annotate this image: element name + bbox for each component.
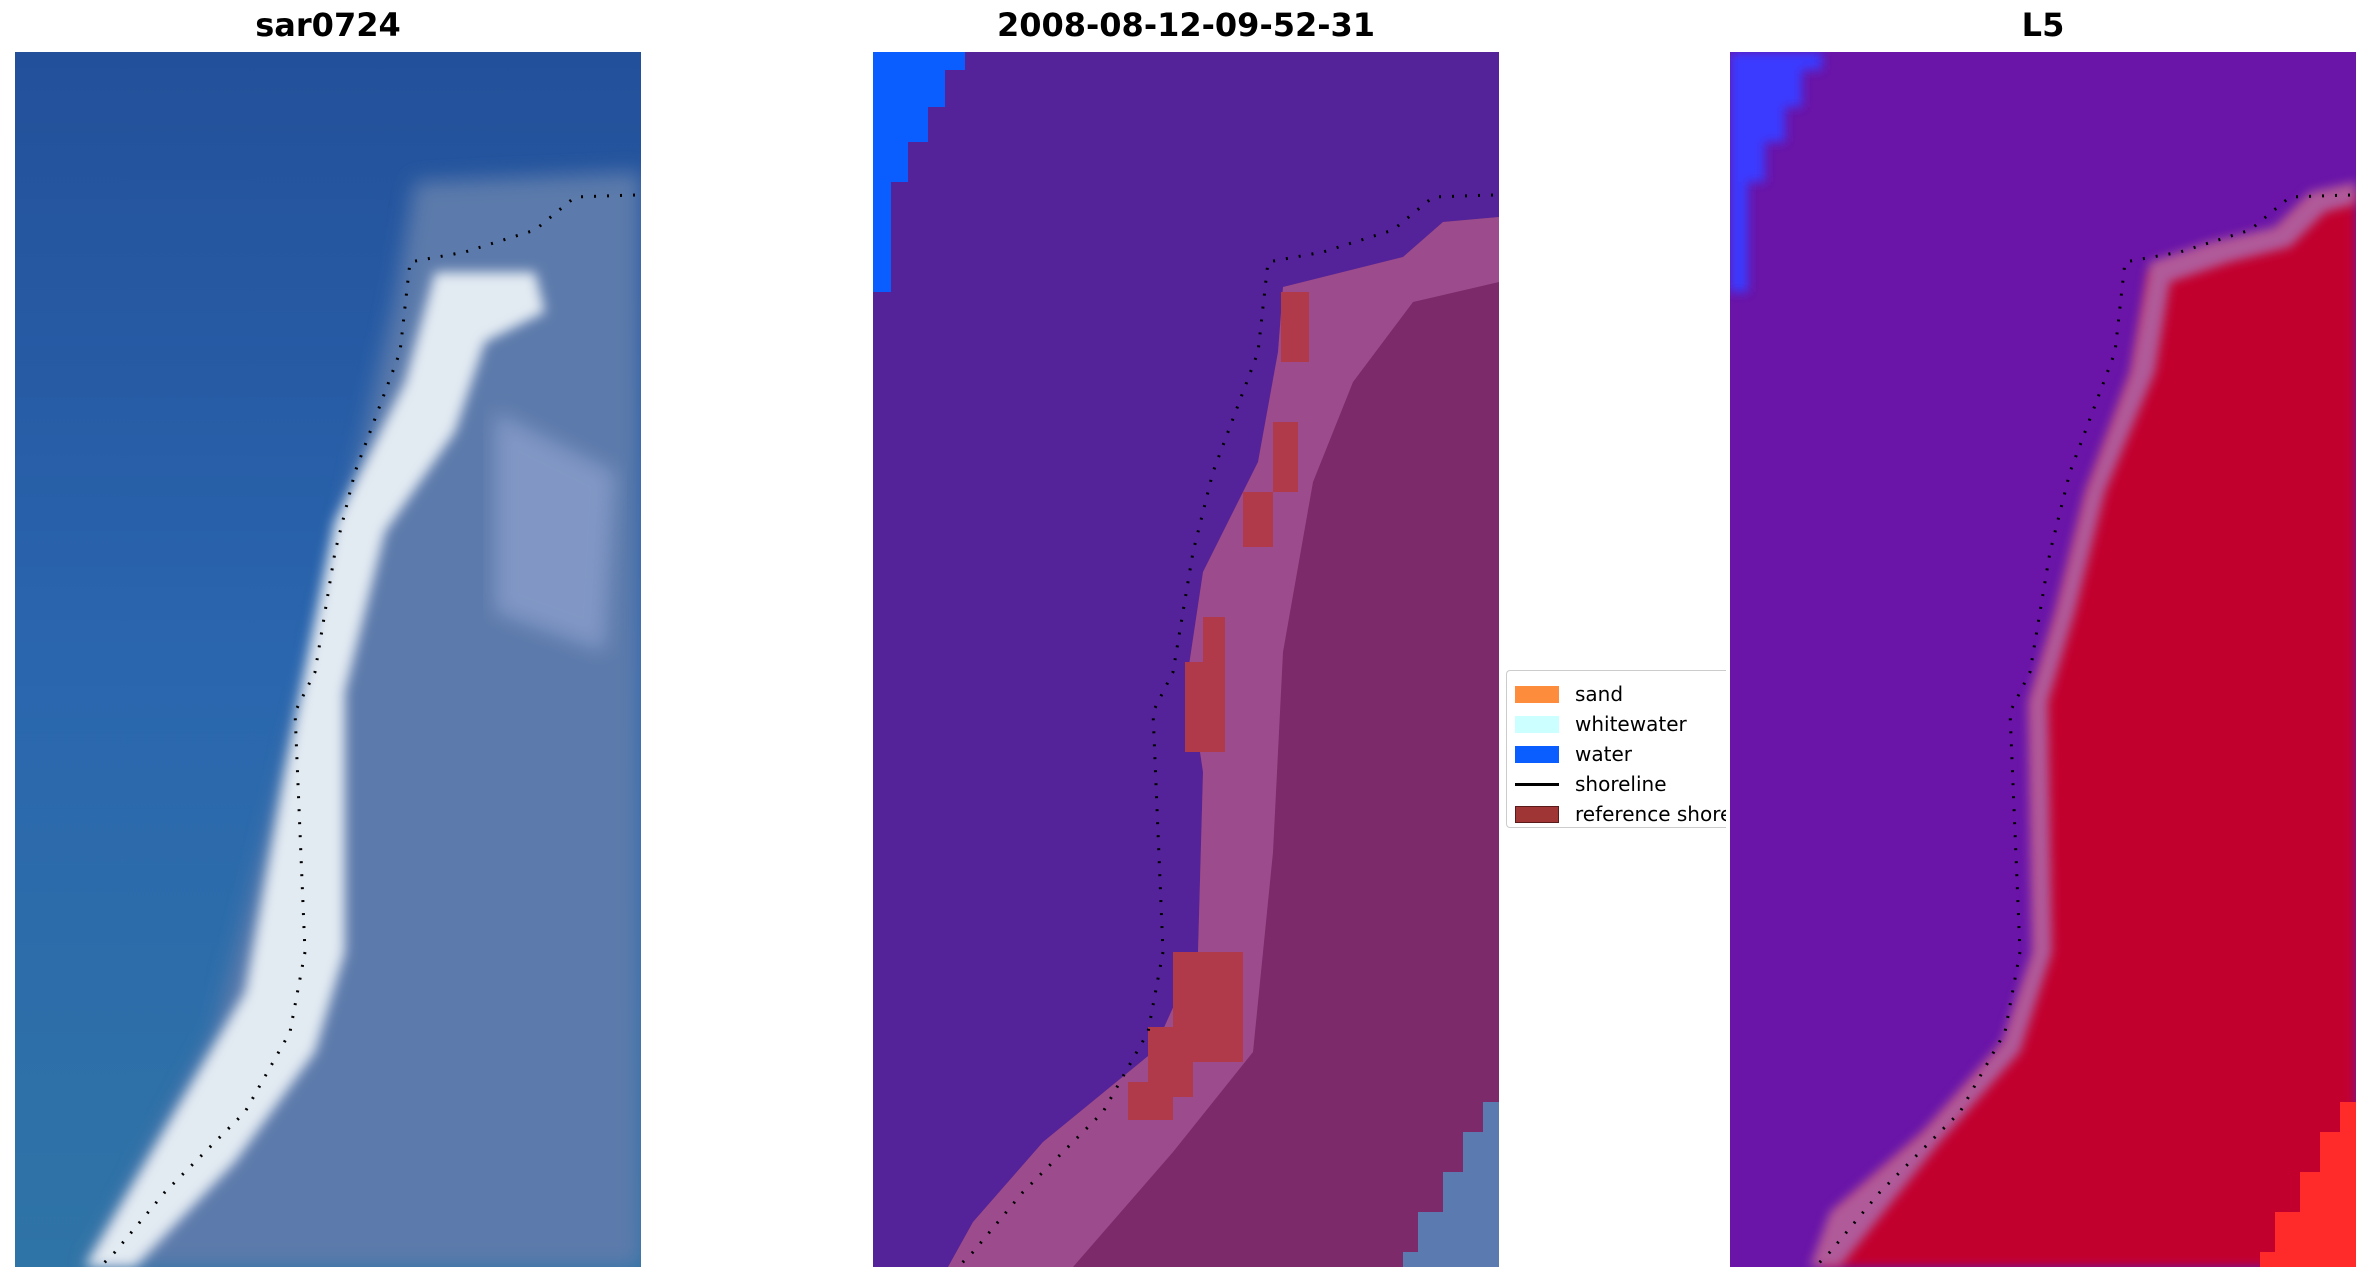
legend-item-whitewater: whitewater xyxy=(1507,711,1726,737)
inland-water-patch xyxy=(1403,1102,1499,1267)
inland-bright-patch xyxy=(2260,1102,2356,1267)
legend-label: whitewater xyxy=(1575,712,1687,736)
reference-shoreline-swatch xyxy=(1515,805,1559,823)
legend-item-reference-shoreline: reference shoreline xyxy=(1507,801,1726,827)
index-image xyxy=(1730,52,2356,1267)
legend-item-water: water xyxy=(1507,741,1726,767)
legend-label: reference shoreline xyxy=(1575,802,1726,826)
land-index-area xyxy=(1820,192,2356,1267)
legend-label: shoreline xyxy=(1575,772,1667,796)
panel-title-rgb: sar0724 xyxy=(255,6,401,44)
legend: sand whitewater water shoreline referenc… xyxy=(1506,670,1726,828)
classification-panel xyxy=(873,52,1499,1267)
ocean-water-patch xyxy=(873,52,965,292)
legend-item-sand: sand xyxy=(1507,681,1726,707)
index-panel xyxy=(1730,52,2356,1267)
legend-label: sand xyxy=(1575,682,1624,706)
reference-shoreline-segments xyxy=(1128,292,1309,1120)
sand-swatch xyxy=(1515,685,1559,703)
legend-label: water xyxy=(1575,742,1632,766)
ocean-water-patch xyxy=(1730,52,1822,292)
water-swatch xyxy=(1515,745,1559,763)
legend-item-shoreline: shoreline xyxy=(1507,771,1726,797)
inland-patch xyxy=(495,412,615,652)
beach-area xyxy=(85,272,545,1267)
panel-title-index: L5 xyxy=(2021,6,2065,44)
rgb-image-panel xyxy=(15,52,641,1267)
whitewater-swatch xyxy=(1515,715,1559,733)
classification-image xyxy=(873,52,1499,1267)
panel-title-classification: 2008-08-12-09-52-31 xyxy=(996,6,1376,44)
rgb-image xyxy=(15,52,641,1267)
shoreline-line-swatch xyxy=(1515,782,1559,786)
